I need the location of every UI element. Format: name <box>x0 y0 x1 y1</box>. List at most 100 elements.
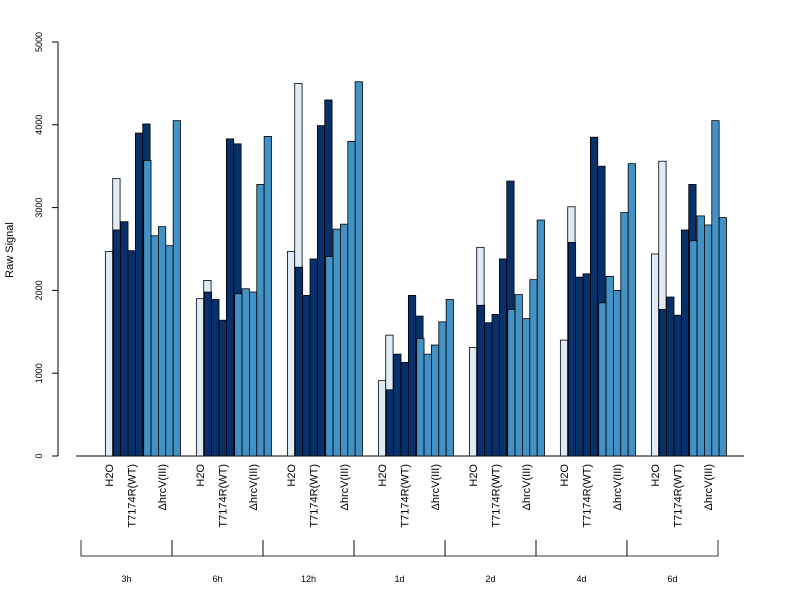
time-bracket <box>353 540 446 557</box>
time-label: 2d <box>485 574 495 584</box>
treatment-label: H2O <box>377 464 389 487</box>
bar-6d-wt-4 <box>680 229 690 457</box>
treatment-label: ΔhrcV(III) <box>703 464 715 510</box>
bar-1d-hrcv-4 <box>438 321 447 457</box>
bar-2d-wt-2 <box>484 322 493 457</box>
bar-6h-wt-3 <box>218 319 227 457</box>
treatment-labels: H2O T7174R(WT) ΔhrcV(III) H2O T7174R(WT) Δhrc… <box>104 464 715 528</box>
bar-3h-wt-4 <box>134 132 144 457</box>
bar-2d-hrcv-4 <box>529 279 538 457</box>
bar-3h-wt-1 <box>112 229 122 457</box>
bar-1d-wt-3 <box>400 362 409 457</box>
bar-3h-wt-2 <box>120 221 129 457</box>
treatment-label: H2O <box>468 464 480 487</box>
time-bracket <box>171 540 264 557</box>
bar-3h-hrcv-3 <box>158 226 167 457</box>
bar-3h-hrcv-5 <box>172 120 181 457</box>
bar-4d-hrcv-4 <box>620 212 629 457</box>
bar-3h-hrcv-2 <box>150 235 159 457</box>
bar-12h-wt-4 <box>316 125 326 457</box>
bar-3h-hrcv-4 <box>165 245 174 457</box>
bar-4d-hrcv-1 <box>598 302 607 457</box>
treatment-label: T7174R(WT) <box>309 464 321 528</box>
time-label: 4d <box>576 574 586 584</box>
bar-2d-wt-3 <box>491 314 500 457</box>
y-tick-label: 2000 <box>34 280 44 300</box>
time-label: 6d <box>667 574 677 584</box>
bar-4d-wt-1 <box>567 241 577 457</box>
time-label: 12h <box>301 574 316 584</box>
bar-12h-hrcv-5 <box>354 81 363 457</box>
treatment-label: ΔhrcV(III) <box>430 464 442 510</box>
bar-4d-wt-2 <box>575 276 584 457</box>
time-group-brackets: 3h 6h 12h 1d 2d 4d 6d <box>80 540 719 584</box>
treatment-label: T7174R(WT) <box>582 464 594 528</box>
bar-6d-wt-2 <box>666 296 675 457</box>
time-bracket <box>444 540 537 557</box>
bar-6d-hrcv-4 <box>711 120 720 457</box>
bar-4d-wt-4 <box>589 136 599 457</box>
bar-6h-wt-1 <box>203 291 213 457</box>
time-label: 1d <box>394 574 404 584</box>
bar-6d-wt-1 <box>658 309 668 457</box>
bar-1d-wt-4 <box>407 294 417 457</box>
bar-2d-wt-4 <box>498 258 508 457</box>
bar-12h-wt-3 <box>309 258 318 457</box>
treatment-label: ΔhrcV(III) <box>157 464 169 510</box>
bar-4d-h2o-2 <box>559 339 569 457</box>
treatment-label: ΔhrcV(III) <box>521 464 533 510</box>
y-tick-label: 5000 <box>34 32 44 52</box>
bar-6d-hrcv-3 <box>704 224 713 457</box>
y-tick-label: 3000 <box>34 198 44 218</box>
bar-6d-hrcv-5 <box>718 217 727 457</box>
bar-6h-hrcv-4 <box>256 184 265 457</box>
time-bracket <box>626 540 719 557</box>
treatment-label: T7174R(WT) <box>491 464 503 528</box>
treatment-label: ΔhrcV(III) <box>248 464 260 510</box>
time-bracket <box>262 540 355 557</box>
treatment-label: T7174R(WT) <box>673 464 685 528</box>
bar-3h-hrcv-1 <box>143 159 152 457</box>
bar-3h-wt-3 <box>127 250 136 457</box>
time-bracket <box>535 540 628 557</box>
bar-6d-h2o-2 <box>650 253 660 457</box>
bar-1d-wt-1 <box>385 389 395 457</box>
bars <box>104 81 727 457</box>
treatment-label: H2O <box>195 464 207 487</box>
bar-6h-wt-2 <box>211 299 220 457</box>
bar-6h-h2o-2 <box>195 298 205 457</box>
treatment-label: ΔhrcV(III) <box>612 464 624 510</box>
bar-1d-h2o-2 <box>377 380 387 457</box>
bar-1d-hrcv-3 <box>431 344 440 457</box>
y-axis-label: Raw Signal <box>4 222 16 278</box>
bar-3h-h2o-2 <box>104 251 114 457</box>
bar-2d-hrcv-1 <box>507 309 516 457</box>
bar-12h-hrcv-3 <box>340 223 349 457</box>
bar-4d-hrcv-2 <box>605 275 614 457</box>
treatment-label: T7174R(WT) <box>400 464 412 528</box>
treatment-label: ΔhrcV(III) <box>339 464 351 510</box>
bar-12h-wt-1 <box>294 266 304 457</box>
bar-2d-wt-1 <box>476 304 486 457</box>
y-axis: 0 1000 2000 3000 4000 5000 <box>34 32 59 459</box>
bar-12h-hrcv-2 <box>332 228 341 457</box>
bar-6h-hrcv-1 <box>234 293 243 457</box>
bar-1d-hrcv-1 <box>416 338 425 457</box>
y-tick-label: 0 <box>34 453 44 458</box>
treatment-label: H2O <box>104 464 116 487</box>
bar-2d-hrcv-3 <box>522 318 531 457</box>
bar-12h-wt-2 <box>302 294 311 457</box>
treatment-label: H2O <box>286 464 298 487</box>
treatment-label: H2O <box>650 464 662 487</box>
bar-6d-hrcv-2 <box>696 215 705 457</box>
bar-2d-h2o-2 <box>468 347 478 457</box>
time-label: 6h <box>212 574 222 584</box>
bar-12h-hrcv-1 <box>325 256 334 457</box>
treatment-label: H2O <box>559 464 571 487</box>
bar-4d-hrcv-5 <box>627 163 636 457</box>
bar-12h-h2o-2 <box>286 251 296 457</box>
bar-6h-hrcv-5 <box>263 135 272 457</box>
bar-6d-hrcv-1 <box>689 240 698 457</box>
